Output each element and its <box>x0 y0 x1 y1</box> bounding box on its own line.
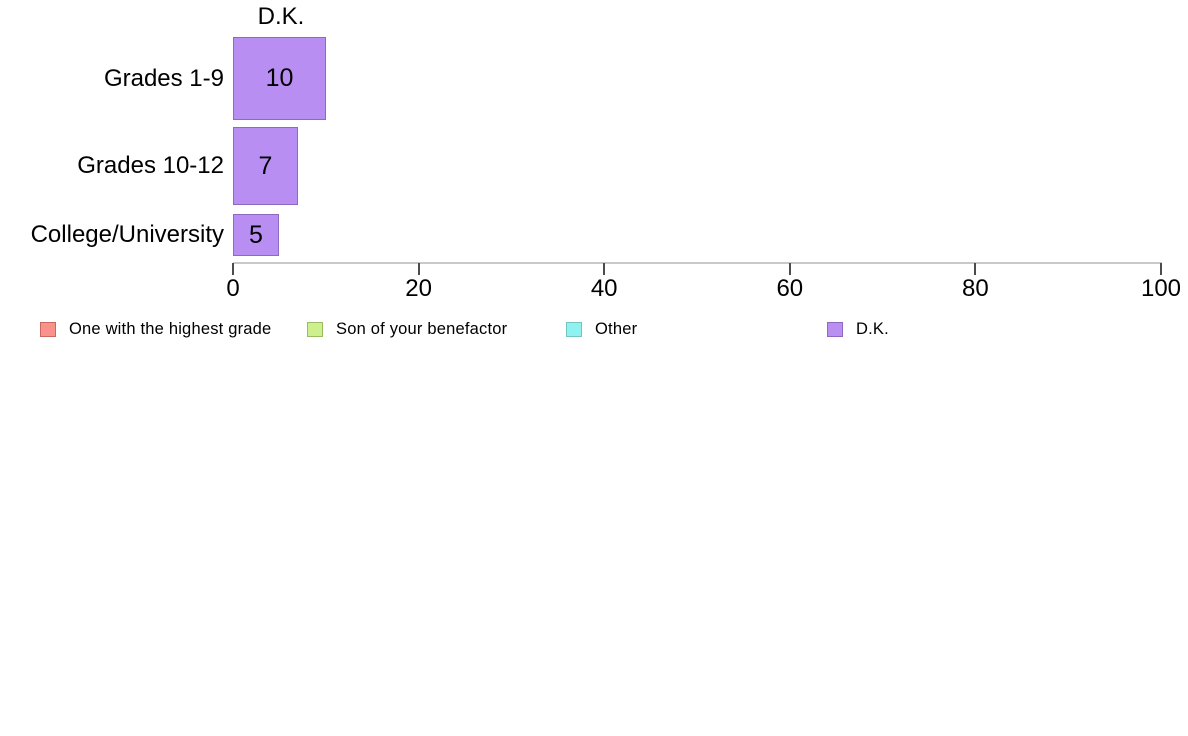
legend-item: D.K. <box>827 320 889 339</box>
x-axis-tick-label: 40 <box>590 275 618 302</box>
x-axis-tick-label: 100 <box>1140 275 1182 302</box>
legend-label: Son of your benefactor <box>336 320 508 338</box>
x-axis-tick-mark <box>417 263 420 275</box>
x-axis-tick-label: 0 <box>226 275 240 302</box>
legend-swatch-icon <box>40 322 56 337</box>
bar-value-label: 7 <box>258 151 273 180</box>
bar-value-label: 5 <box>249 220 263 249</box>
category-label: Grades 10-12 <box>77 152 224 179</box>
legend-swatch-icon <box>566 322 582 337</box>
x-axis-tick-label: 60 <box>776 275 804 302</box>
bar: 5 <box>233 214 279 256</box>
x-axis-tick-mark <box>603 263 606 275</box>
x-axis-tick-mark <box>1160 263 1162 275</box>
bar: 10 <box>233 37 326 120</box>
legend-item: Son of your benefactor <box>307 320 507 339</box>
category-label: Grades 1-9 <box>103 64 224 92</box>
bar: 7 <box>233 127 298 205</box>
legend-label: One with the highest grade <box>69 320 272 338</box>
x-axis-tick-label: 20 <box>405 275 432 302</box>
x-axis-tick-mark <box>788 263 791 275</box>
legend-item: One with the highest grade <box>40 320 271 339</box>
legend-item: Other <box>566 320 637 339</box>
legend-label: D.K. <box>856 320 889 338</box>
x-axis-tick-mark <box>232 263 234 275</box>
x-axis-line <box>233 262 1162 264</box>
legend-label: Other <box>595 320 638 338</box>
legend-swatch-icon <box>827 322 843 337</box>
x-axis-tick-label: 80 <box>962 275 989 302</box>
x-axis-tick-mark <box>974 263 977 275</box>
legend-swatch-icon <box>307 322 323 337</box>
chart-title: D.K. <box>257 3 305 30</box>
category-label: College/University <box>30 221 224 248</box>
bar-value-label: 10 <box>265 64 294 92</box>
